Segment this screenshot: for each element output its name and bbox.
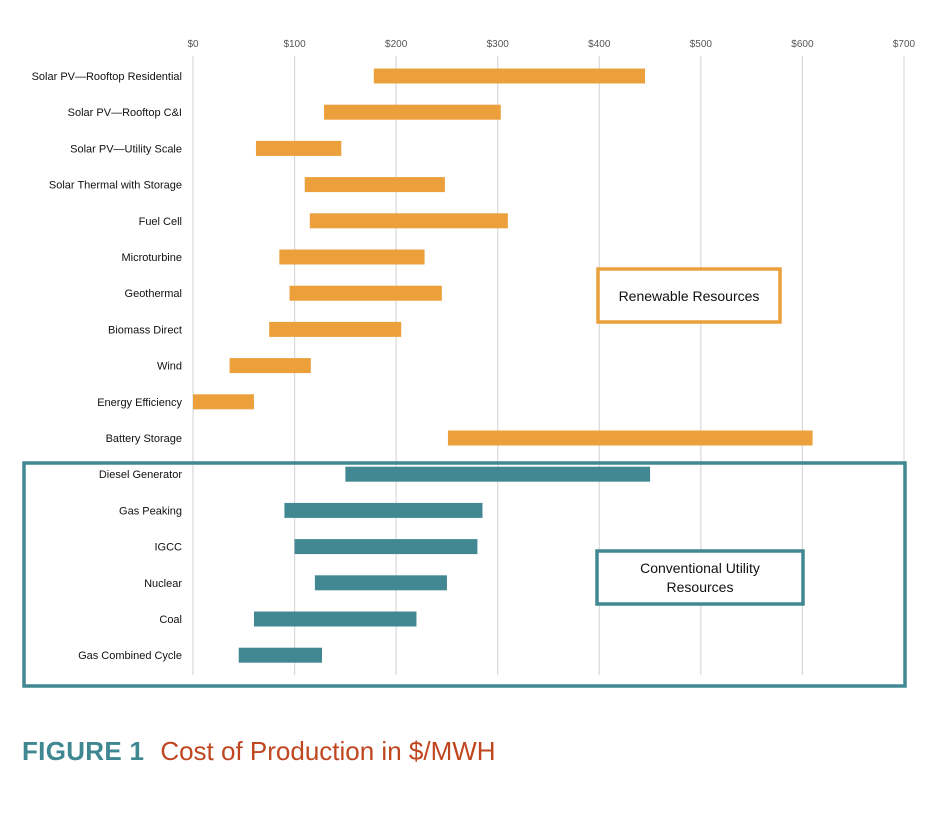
x-axis-tick-labels: $0 $100 $200 $300 $400 $500 $600 $700: [187, 39, 915, 50]
range-bar: [284, 502, 483, 518]
conventional-resources-box: [595, 549, 805, 606]
group-boxes: Renewable Resources Conventional Utility R…: [22, 267, 907, 688]
range-bar: [447, 430, 813, 446]
range-bar: [289, 285, 442, 301]
category-labels: Solar PV—Rooftop Residential Solar PV—Roo…: [32, 71, 183, 662]
range-bar: [345, 466, 651, 482]
x-tick-label: $100: [283, 39, 306, 50]
cost-range-chart: $0 $100 $200 $300 $400 $500 $600 $700 Solar PV—…: [22, 39, 916, 688]
range-bar: [309, 213, 508, 229]
range-bar: [324, 104, 501, 120]
range-bar: [304, 177, 445, 193]
category-label: Energy Efficiency: [97, 397, 182, 409]
x-tick-label: $300: [487, 39, 510, 50]
category-label: Nuclear: [144, 578, 182, 590]
category-label: Battery Storage: [106, 433, 182, 445]
conventional-resources-label: Conventional Utility: [640, 560, 760, 576]
x-tick-label: $500: [690, 39, 713, 50]
range-bar: [294, 539, 478, 555]
range-bar: [279, 249, 425, 265]
x-tick-label: $0: [187, 39, 199, 50]
range-bar: [229, 358, 311, 374]
figure-number: FIGURE 1: [22, 736, 145, 766]
renewable-resources-box: [596, 267, 782, 324]
category-label: Wind: [157, 361, 182, 373]
gridlines: [192, 56, 905, 675]
renewable-resources-label: Renewable Resources: [619, 288, 760, 304]
conventional-resources-label: Resources: [667, 579, 734, 595]
x-tick-label: $400: [588, 39, 611, 50]
range-bar: [255, 140, 342, 156]
range-bar: [238, 647, 322, 663]
category-label: Coal: [159, 614, 182, 626]
category-label: Solar Thermal with Storage: [49, 180, 182, 192]
category-label: Diesel Generator: [99, 469, 182, 481]
category-label: Solar PV—Rooftop Residential: [32, 71, 182, 83]
range-bar: [314, 575, 447, 591]
category-label: Gas Peaking: [119, 505, 182, 517]
category-label: Solar PV—Rooftop C&I: [68, 107, 182, 119]
category-label: Gas Combined Cycle: [78, 650, 182, 662]
range-bar: [373, 68, 645, 84]
conventional-group-frame: [22, 461, 907, 688]
category-label: IGCC: [155, 542, 183, 554]
x-tick-label: $600: [791, 39, 814, 50]
category-label: Solar PV—Utility Scale: [70, 143, 182, 155]
figure-caption: FIGURE 1 Cost of Production in $/MWH: [22, 736, 496, 767]
range-bar: [269, 321, 402, 337]
category-label: Microturbine: [121, 252, 182, 264]
category-label: Fuel Cell: [139, 216, 182, 228]
range-bar: [253, 611, 417, 627]
figure-title: Cost of Production in $/MWH: [160, 736, 496, 766]
range-bars: [193, 68, 813, 663]
range-bar: [193, 394, 254, 410]
x-tick-label: $700: [893, 39, 916, 50]
category-label: Geothermal: [125, 288, 182, 300]
category-label: Biomass Direct: [108, 324, 182, 336]
x-tick-label: $200: [385, 39, 408, 50]
